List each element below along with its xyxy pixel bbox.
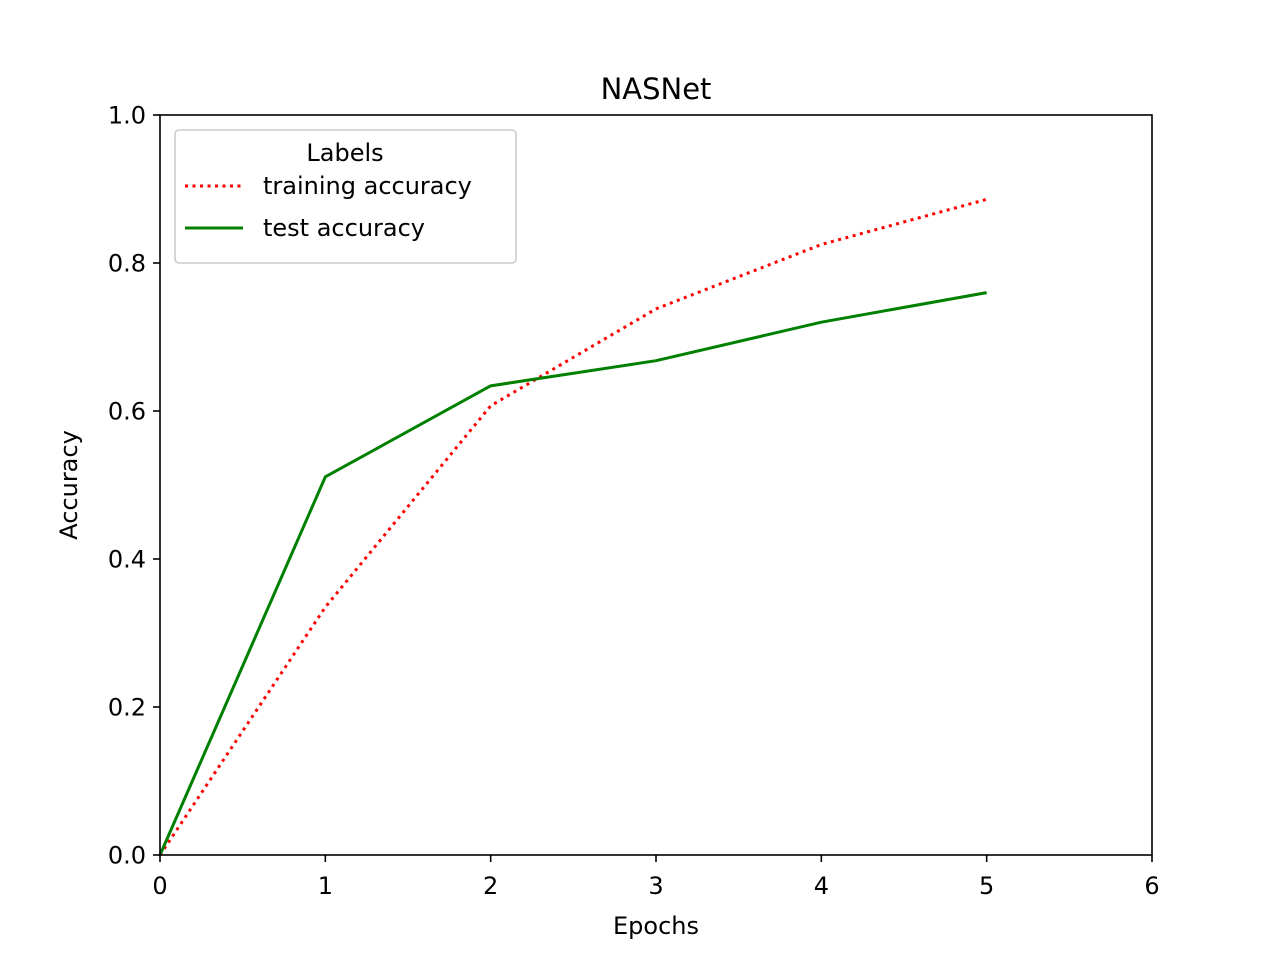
legend-title: Labels <box>306 139 383 167</box>
x-tick-label: 3 <box>648 872 663 900</box>
x-tick-label: 4 <box>814 872 829 900</box>
x-tick-label: 6 <box>1144 872 1159 900</box>
x-tick-label: 2 <box>483 872 498 900</box>
x-tick-label: 0 <box>152 872 167 900</box>
x-axis: 0 1 2 3 4 5 6 <box>152 855 1160 900</box>
y-tick-label: 0.0 <box>108 842 146 870</box>
series-line-training-accuracy <box>158 197 988 856</box>
legend-label-training-accuracy: training accuracy <box>263 172 472 200</box>
series-line-test-accuracy <box>158 291 987 856</box>
legend: Labels training accuracy test accuracy <box>174 129 517 264</box>
legend-label-test-accuracy: test accuracy <box>263 214 425 242</box>
legend-box <box>174 129 517 264</box>
y-tick-label: 0.8 <box>108 250 146 278</box>
series-layer <box>158 197 988 856</box>
chart-title: NASNet <box>601 72 712 106</box>
x-tick-label: 5 <box>979 872 994 900</box>
y-tick-label: 1.0 <box>108 102 146 130</box>
legend-entries: training accuracy test accuracy <box>185 172 472 242</box>
y-axis: 0.0 0.2 0.4 0.6 0.8 1.0 <box>108 102 160 870</box>
y-axis-label: Accuracy <box>55 430 83 540</box>
y-tick-label: 0.2 <box>108 694 146 722</box>
x-axis-label: Epochs <box>613 912 699 940</box>
y-tick-label: 0.6 <box>108 398 146 426</box>
x-tick-label: 1 <box>318 872 333 900</box>
y-tick-label: 0.4 <box>108 546 146 574</box>
